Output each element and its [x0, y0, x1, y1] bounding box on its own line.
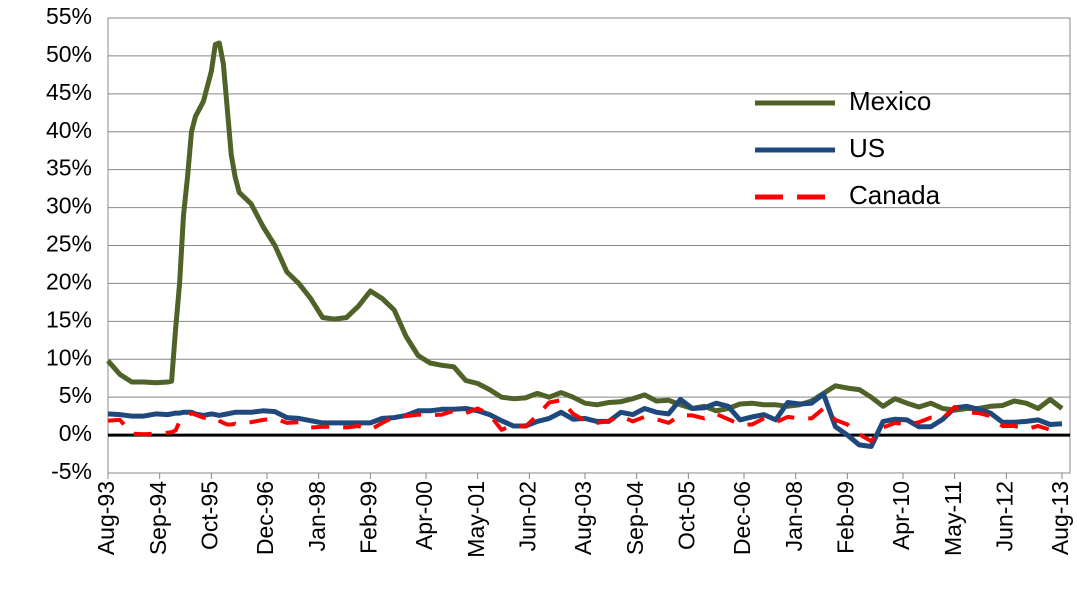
- series-line: [106, 40, 1064, 414]
- y-tick-label: 25%: [46, 231, 92, 257]
- legend-label: US: [849, 133, 885, 163]
- y-tick-label: 45%: [46, 79, 92, 105]
- y-tick-label: 30%: [46, 193, 92, 219]
- x-tick-label: Jan-98: [304, 481, 330, 551]
- x-tick-label: Apr-10: [888, 481, 914, 550]
- x-tick-label: May-01: [463, 481, 489, 558]
- series-line: [107, 398, 1063, 444]
- y-tick-label: 10%: [46, 344, 92, 370]
- x-tick-label: Jun-02: [514, 481, 540, 551]
- y-tick-label: 55%: [46, 3, 92, 29]
- x-tick-label: Oct-95: [196, 481, 222, 550]
- y-tick-label: 35%: [46, 155, 92, 181]
- x-tick-label: Feb-09: [832, 481, 858, 554]
- y-tick-label: 5%: [59, 382, 92, 408]
- x-tick-label: May-11: [940, 481, 966, 556]
- y-tick-label: -5%: [51, 458, 92, 484]
- y-tick-label: 20%: [46, 268, 92, 294]
- x-tick-label: Sep-94: [145, 481, 171, 555]
- x-tick-label: Sep-04: [622, 481, 648, 555]
- y-tick-label: 50%: [46, 41, 92, 67]
- x-tick-label: Aug-93: [93, 481, 119, 555]
- y-tick-label: 0%: [59, 420, 92, 446]
- x-tick-label: Feb-99: [355, 481, 381, 554]
- x-tick-label: Jan-08: [781, 481, 807, 551]
- x-tick-label: Apr-00: [411, 481, 437, 550]
- x-tick-label: Aug-03: [570, 481, 596, 555]
- x-tick-label: Jun-12: [991, 481, 1017, 551]
- x-tick-label: Dec-96: [252, 481, 278, 555]
- x-tick-label: Aug-13: [1047, 481, 1073, 555]
- legend-label: Canada: [849, 180, 941, 210]
- x-tick-label: Oct-05: [673, 481, 699, 550]
- legend-label: Mexico: [849, 86, 931, 116]
- y-tick-label: 15%: [46, 306, 92, 332]
- x-tick-label: Dec-06: [729, 481, 755, 555]
- y-tick-label: 40%: [46, 117, 92, 143]
